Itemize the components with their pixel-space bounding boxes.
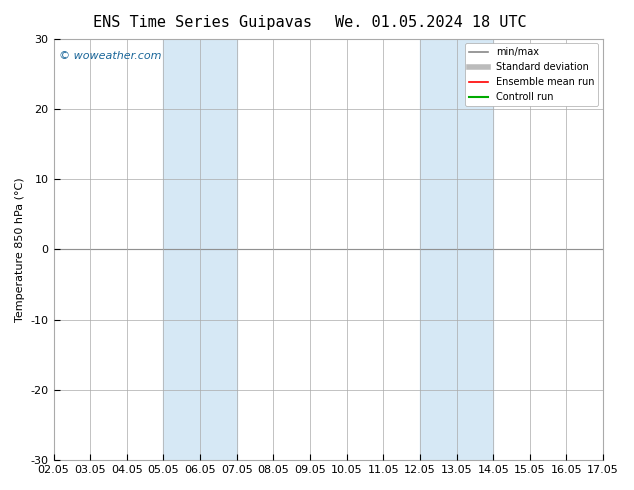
Bar <box>420 39 493 460</box>
Text: © woweather.com: © woweather.com <box>59 51 162 61</box>
Bar <box>164 39 236 460</box>
Text: ENS Time Series Guipavas: ENS Time Series Guipavas <box>93 15 313 30</box>
Y-axis label: Temperature 850 hPa (°C): Temperature 850 hPa (°C) <box>15 177 25 321</box>
Legend: min/max, Standard deviation, Ensemble mean run, Controll run: min/max, Standard deviation, Ensemble me… <box>465 44 598 106</box>
Text: We. 01.05.2024 18 UTC: We. 01.05.2024 18 UTC <box>335 15 527 30</box>
